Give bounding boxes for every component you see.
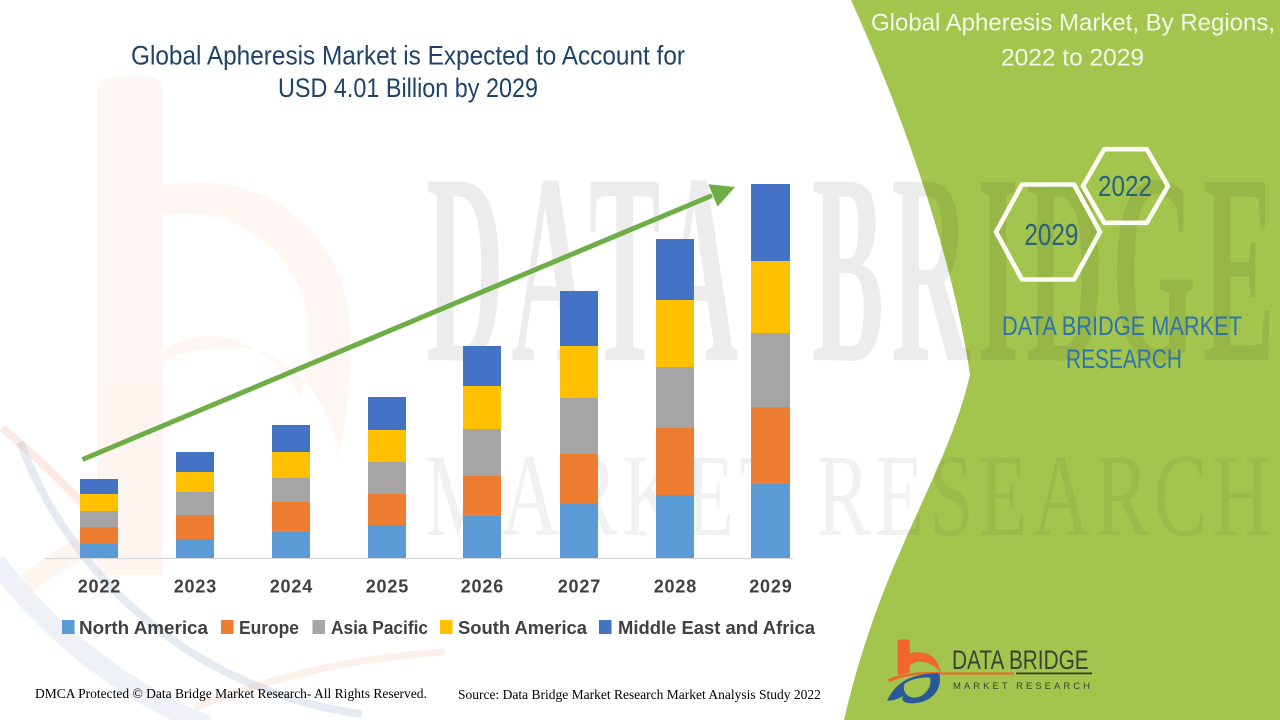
svg-text:USD 4.01 Billion by 2029: USD 4.01 Billion by 2029 xyxy=(278,73,538,103)
svg-text:DATA BRIDGE: DATA BRIDGE xyxy=(426,118,1275,419)
svg-text:North America: North America xyxy=(79,618,209,638)
svg-text:2022 to 2029: 2022 to 2029 xyxy=(1001,45,1144,72)
svg-text:2023: 2023 xyxy=(174,577,217,597)
svg-text:South America: South America xyxy=(458,618,588,638)
svg-text:2022: 2022 xyxy=(78,577,121,597)
svg-text:DATA BRIDGE: DATA BRIDGE xyxy=(952,645,1089,675)
svg-text:Global Apheresis Market is Exp: Global Apheresis Market is Expected to A… xyxy=(131,41,685,71)
svg-text:2022: 2022 xyxy=(1098,171,1152,203)
svg-text:2025: 2025 xyxy=(366,577,409,597)
svg-text:DATA BRIDGE MARKET: DATA BRIDGE MARKET xyxy=(1002,311,1242,341)
svg-text:2024: 2024 xyxy=(270,577,313,597)
svg-text:MARKET RESEARCH: MARKET RESEARCH xyxy=(953,681,1090,692)
svg-text:2028: 2028 xyxy=(654,577,697,597)
svg-text:Global Apheresis Market, By Re: Global Apheresis Market, By Regions, xyxy=(871,10,1275,37)
svg-text:2027: 2027 xyxy=(558,577,601,597)
svg-text:2029: 2029 xyxy=(1024,218,1078,252)
svg-text:Middle East and Africa: Middle East and Africa xyxy=(618,618,816,638)
svg-text:Asia Pacific: Asia Pacific xyxy=(331,618,428,638)
svg-text:2029: 2029 xyxy=(749,577,792,597)
svg-text:RESEARCH: RESEARCH xyxy=(1066,344,1182,374)
svg-text:Europe: Europe xyxy=(239,618,299,638)
svg-text:2026: 2026 xyxy=(461,577,504,597)
svg-text:MARKET RESEARCH: MARKET RESEARCH xyxy=(425,430,1270,561)
